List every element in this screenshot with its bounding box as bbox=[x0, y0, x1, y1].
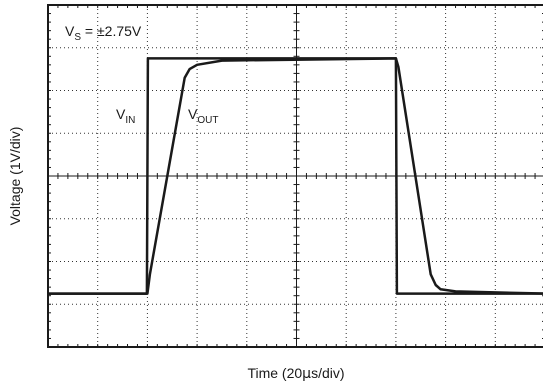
plot-frame bbox=[47, 4, 543, 348]
supply-voltage-label: VS = ±2.75V bbox=[65, 23, 142, 43]
traces-layer bbox=[48, 57, 543, 295]
y-axis-label: Voltage (1V/div) bbox=[7, 127, 23, 226]
series-label-vout: VOUT bbox=[188, 106, 218, 126]
vout-trace bbox=[48, 57, 543, 295]
grid-layer bbox=[47, 4, 543, 348]
series-label-vin: VIN bbox=[116, 106, 135, 126]
x-axis-label: Time (20μs/div) bbox=[247, 365, 344, 382]
vin-trace bbox=[48, 57, 543, 295]
